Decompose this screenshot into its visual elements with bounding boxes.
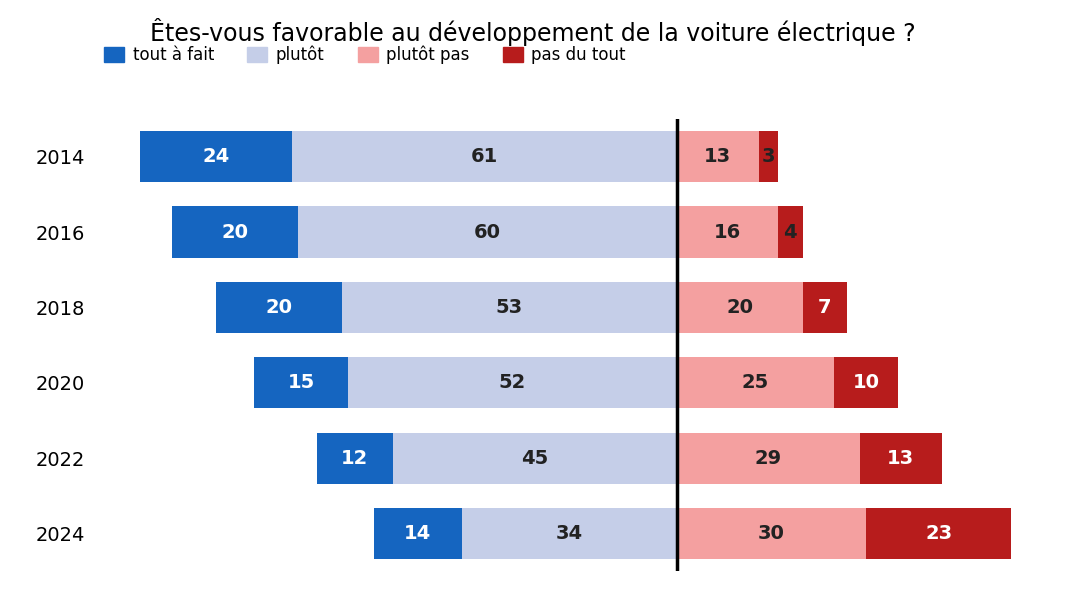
Bar xyxy=(342,282,677,333)
Text: 15: 15 xyxy=(288,373,314,392)
Text: 29: 29 xyxy=(755,449,781,468)
Bar xyxy=(677,206,777,258)
Text: 60: 60 xyxy=(473,223,501,242)
Bar xyxy=(215,282,342,333)
Bar xyxy=(254,357,349,408)
Text: 23: 23 xyxy=(925,524,952,543)
Bar xyxy=(297,206,677,258)
Text: 16: 16 xyxy=(713,223,741,242)
Bar xyxy=(803,282,847,333)
Bar xyxy=(677,433,859,484)
Bar xyxy=(677,282,803,333)
Text: 61: 61 xyxy=(470,147,498,166)
Text: 34: 34 xyxy=(555,524,583,543)
Bar xyxy=(759,131,777,182)
Text: 52: 52 xyxy=(499,373,527,392)
Bar xyxy=(859,433,941,484)
Bar xyxy=(835,357,898,408)
Bar xyxy=(292,131,677,182)
Text: 13: 13 xyxy=(705,147,731,166)
Bar xyxy=(374,508,462,559)
Bar xyxy=(866,508,1012,559)
Bar xyxy=(172,206,297,258)
Text: 4: 4 xyxy=(784,223,797,242)
Text: 20: 20 xyxy=(726,298,754,317)
Text: 30: 30 xyxy=(758,524,785,543)
Bar xyxy=(677,357,835,408)
Text: 10: 10 xyxy=(853,373,879,392)
Text: Êtes-vous favorable au développement de la voiture électrique ?: Êtes-vous favorable au développement de … xyxy=(150,18,916,46)
Bar xyxy=(677,131,759,182)
Bar xyxy=(777,206,803,258)
Bar xyxy=(349,357,677,408)
Text: 20: 20 xyxy=(265,298,292,317)
Text: 24: 24 xyxy=(203,147,229,166)
Text: 7: 7 xyxy=(819,298,831,317)
Bar xyxy=(677,508,866,559)
Legend: tout à fait, plutôt, plutôt pas, pas du tout: tout à fait, plutôt, plutôt pas, pas du … xyxy=(104,46,626,64)
Text: 3: 3 xyxy=(761,147,775,166)
Bar xyxy=(140,131,292,182)
Bar xyxy=(462,508,677,559)
Text: 25: 25 xyxy=(742,373,770,392)
Text: 20: 20 xyxy=(222,223,248,242)
Bar xyxy=(317,433,392,484)
Text: 53: 53 xyxy=(496,298,523,317)
Text: 12: 12 xyxy=(341,449,369,468)
Bar xyxy=(392,433,677,484)
Text: 13: 13 xyxy=(887,449,915,468)
Text: 14: 14 xyxy=(404,524,432,543)
Text: 45: 45 xyxy=(521,449,548,468)
